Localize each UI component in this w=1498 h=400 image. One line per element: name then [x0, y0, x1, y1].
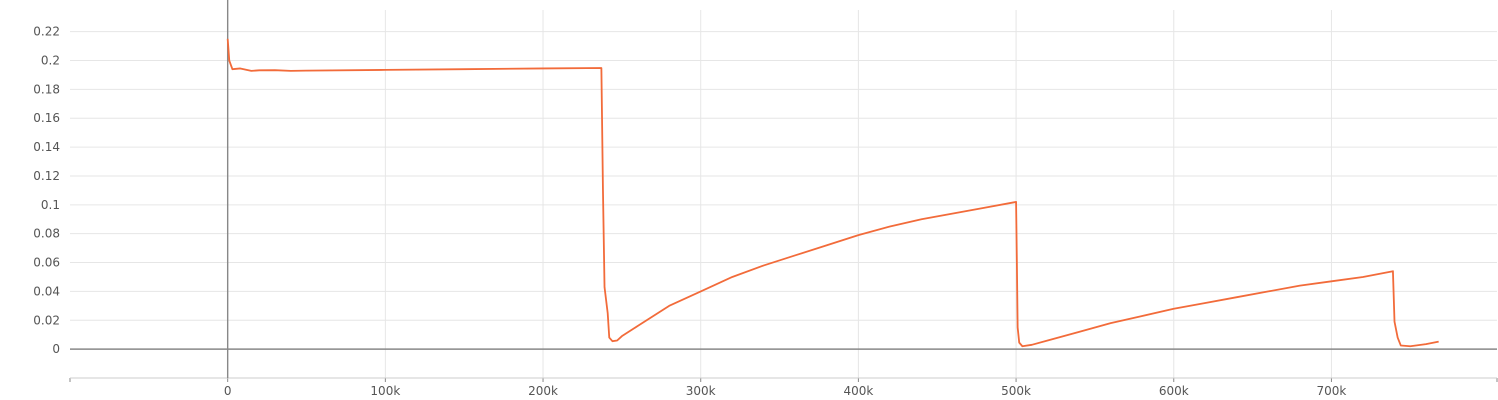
y-tick-label: 0.16 [33, 111, 60, 125]
y-tick-label: 0.08 [33, 227, 60, 241]
y-tick-label: 0.1 [41, 198, 60, 212]
y-tick-label: 0.02 [33, 313, 60, 327]
x-tick-label: 700k [1317, 384, 1347, 398]
x-tick-label: 400k [843, 384, 873, 398]
x-tick-label: 200k [528, 384, 558, 398]
x-tick-label: 100k [370, 384, 400, 398]
x-tick-label: 300k [686, 384, 716, 398]
y-tick-label: 0.06 [33, 256, 60, 270]
grid [70, 10, 1497, 378]
series-line-1 [226, 38, 1439, 348]
axes [69, 0, 1498, 382]
y-tick-label: 0.14 [33, 140, 60, 154]
x-tick-label: 500k [1001, 384, 1031, 398]
x-tick-label: 0 [224, 384, 232, 398]
series-layer [226, 38, 1439, 348]
y-tick-label: 0.18 [33, 82, 60, 96]
x-tick-label: 600k [1159, 384, 1189, 398]
y-tick-label: 0.04 [33, 284, 60, 298]
y-tick-label: 0.2 [41, 54, 60, 68]
y-tick-label: 0.12 [33, 169, 60, 183]
tick-labels: 0 0.02 0.04 0.06 0.08 0.1 0.12 0.14 0.16 0.18 0.2 0… [33, 25, 1346, 398]
y-tick-label: 0.22 [33, 25, 60, 39]
y-tick-label: 0 [52, 342, 60, 356]
